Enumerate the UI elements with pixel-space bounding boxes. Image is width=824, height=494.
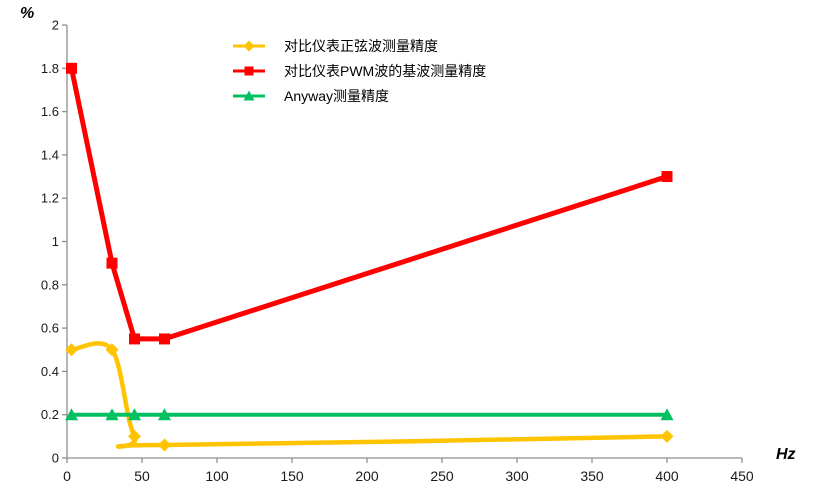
- legend-item-anyway: Anyway测量精度: [232, 83, 486, 108]
- diamond-data-point-marker: [660, 429, 674, 443]
- triangle-data-point-marker: [158, 408, 171, 421]
- y-tick-label: 1.4: [41, 147, 59, 162]
- diamond-data-point-marker: [105, 343, 119, 357]
- triangle-legend-marker-icon: [232, 88, 266, 104]
- y-tick-label: 0.4: [41, 364, 59, 379]
- square-data-point-marker: [106, 257, 118, 269]
- diamond-data-point-marker: [128, 429, 141, 443]
- y-tick-label: 1: [52, 234, 59, 249]
- square-data-point-marker: [159, 333, 170, 345]
- x-tick-label: 150: [280, 468, 304, 484]
- triangle-data-point-marker: [65, 408, 78, 421]
- diamond-data-point-marker: [158, 438, 171, 452]
- square-data-point-marker: [66, 62, 77, 74]
- x-tick-label: 250: [430, 468, 454, 484]
- y-tick-label: 0.8: [41, 277, 59, 292]
- diamond-data-point-marker: [65, 343, 78, 357]
- diamond-data-point-marker: [243, 40, 255, 51]
- legend-label: 对比仪表PWM波的基波测量精度: [284, 62, 487, 79]
- triangle-data-point-marker: [243, 90, 255, 100]
- diamond-legend-marker-icon: [232, 38, 266, 54]
- x-tick-label: 100: [205, 468, 229, 484]
- x-tick-label: 200: [355, 468, 379, 484]
- x-tick-label: 450: [730, 468, 754, 484]
- y-tick-label: 1.8: [41, 61, 59, 76]
- y-tick-label: 0: [52, 451, 59, 466]
- y-axis-unit-label: %: [20, 5, 35, 22]
- legend-item-sine: 对比仪表正弦波测量精度: [232, 33, 486, 58]
- series-line-1: [69, 65, 670, 342]
- y-tick-label: 2: [52, 18, 59, 33]
- legend-label: 对比仪表正弦波测量精度: [284, 37, 438, 54]
- y-tick-label: 1.6: [41, 104, 59, 119]
- x-tick-label: 300: [505, 468, 529, 484]
- y-tick-label: 0.6: [41, 321, 59, 336]
- square-data-point-marker: [661, 171, 673, 183]
- square-legend-marker-icon: [232, 63, 266, 79]
- legend-label: Anyway测量精度: [284, 87, 390, 104]
- x-tick-label: 350: [580, 468, 604, 484]
- legend-item-pwm: 对比仪表PWM波的基波测量精度: [232, 58, 486, 83]
- legend: 对比仪表正弦波测量精度 对比仪表PWM波的基波测量精度 Anyway测量精度: [232, 33, 486, 108]
- x-tick-label: 400: [655, 468, 679, 484]
- square-legend-glyph: [233, 66, 265, 75]
- square-data-point-marker: [129, 333, 140, 345]
- triangle-data-point-marker: [660, 408, 674, 421]
- series-line-0: [69, 341, 670, 449]
- triangle-data-point-marker: [105, 408, 119, 421]
- y-tick-label: 1.2: [41, 191, 59, 206]
- x-axis-unit-label: Hz: [776, 446, 796, 463]
- triangle-legend-glyph: [233, 90, 265, 100]
- x-tick-label: 50: [134, 468, 150, 484]
- triangle-data-point-marker: [128, 408, 141, 421]
- diamond-legend-glyph: [233, 40, 265, 51]
- x-tick-label: 0: [63, 468, 71, 484]
- square-data-point-marker: [244, 66, 254, 75]
- y-tick-label: 0.2: [41, 407, 59, 422]
